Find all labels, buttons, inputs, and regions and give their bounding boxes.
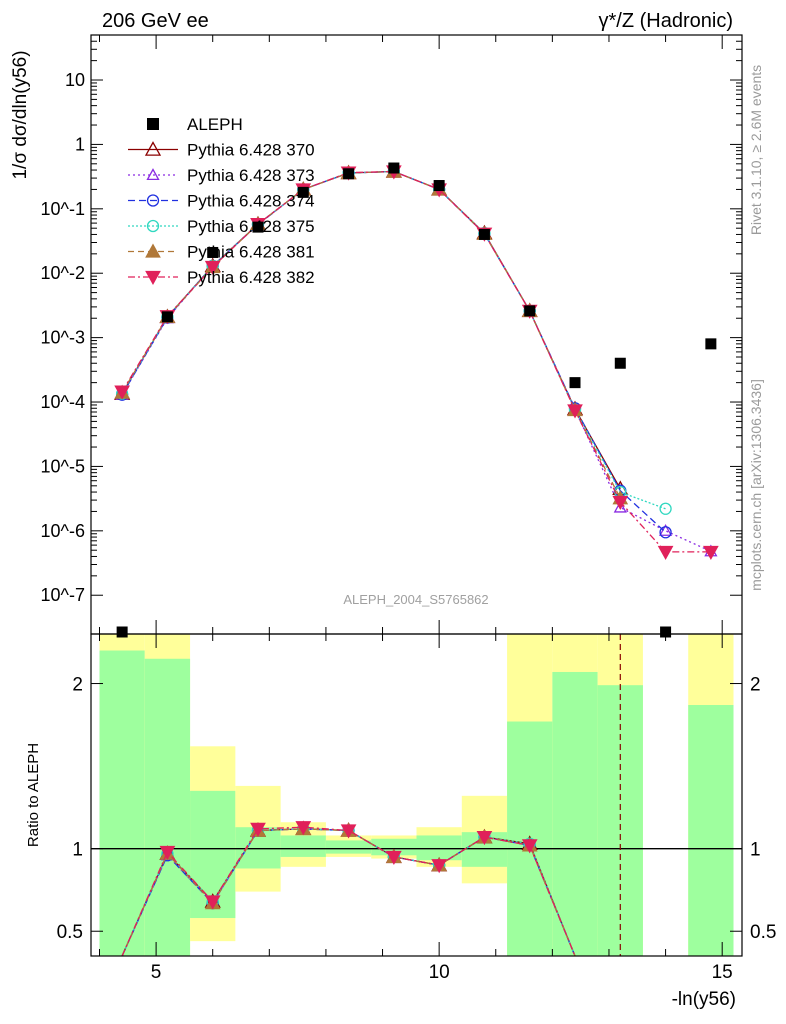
data-point-2 (207, 246, 219, 258)
data-point-0 (116, 626, 128, 638)
ratio-series-5-point-3 (250, 822, 266, 837)
ratio-band-inner-6 (371, 838, 417, 856)
ratio-ytick-label-0: 0.5 (57, 922, 83, 943)
main-ytick-label-3: 10^-4 (41, 392, 85, 412)
legend-marker-6 (145, 270, 161, 286)
legend-marker-4 (146, 219, 160, 233)
data-point-4 (297, 186, 309, 198)
legend-label-5: Pythia 6.428 381 (187, 243, 315, 262)
main-ytick-label-8: 10 (65, 70, 85, 90)
ratio-series-5-point-4 (295, 821, 312, 836)
data-point-11 (614, 357, 626, 369)
main-series-5-point-11 (612, 495, 629, 511)
xtick-label-0: 5 (151, 962, 162, 983)
main-series-3-point-12 (659, 502, 672, 515)
data-point-13 (705, 338, 717, 350)
main-series-line-5 (121, 170, 711, 553)
data-point-6 (388, 162, 400, 174)
ratio-band-inner-0 (99, 650, 145, 956)
ratio-series-5-point-9 (521, 839, 538, 854)
rivet-label: Rivet 3.1.10, ≥ 2.6M events (748, 65, 764, 235)
ratio-band-inner-5 (325, 840, 372, 854)
legend-marker-3 (146, 194, 160, 207)
data-point-7 (433, 180, 445, 192)
main-series-5-point-0 (114, 385, 130, 400)
mcplots-label: mcplots.cern.ch [arXiv:1306.3436] (748, 379, 764, 591)
data-point-3 (252, 221, 264, 233)
legend-marker-1 (144, 141, 162, 156)
ratio-y-axis-label: Ratio to ALEPH (25, 743, 42, 847)
main-series-2-point-12 (659, 526, 672, 539)
main-ytick-label-4: 10^-3 (41, 328, 85, 348)
main-y-axis-label: 1/σ dσ/dln(y56) (10, 50, 31, 179)
data-point-1 (161, 311, 173, 323)
legend-marker-5 (145, 243, 161, 258)
ratio-series-5-point-7 (431, 859, 447, 874)
ratio-ytick-label-right-0: 0.5 (750, 922, 776, 943)
legend-label-6: Pythia 6.428 382 (187, 268, 315, 287)
ratio-band-inner-12 (688, 705, 734, 956)
xtick-label-1: 10 (429, 962, 450, 983)
ratio-ytick-label-right-1: 1 (750, 840, 761, 861)
main-series-5-point-10 (567, 404, 583, 419)
data-point-10 (569, 377, 581, 389)
main-series-5-point-12 (657, 545, 674, 560)
xtick-label-2: 15 (712, 962, 733, 983)
legend-marker-2 (146, 168, 160, 181)
ratio-band-inner-11 (597, 685, 643, 956)
main-series-5-point-2 (204, 260, 221, 276)
data-point-5 (343, 168, 355, 180)
x-axis-label: -ln(y56) (672, 989, 736, 1010)
ratio-ytick-label-right-2: 2 (750, 675, 761, 696)
legend-label-4: Pythia 6.428 375 (187, 217, 315, 236)
legend-label-0: ALEPH (187, 115, 243, 134)
ratio-series-5-point-5 (340, 824, 357, 839)
legend-label-1: Pythia 6.428 370 (187, 141, 315, 160)
legend-marker-aleph (147, 118, 159, 130)
data-point-9 (524, 305, 536, 317)
legend-label-2: Pythia 6.428 373 (187, 166, 315, 185)
ratio-band-inner-1 (144, 658, 191, 956)
header-left: 206 GeV ee (102, 10, 209, 32)
ratio-series-5-point-8 (476, 831, 493, 846)
ratio-series-5-point-6 (386, 850, 402, 865)
header-right: γ*/Z (Hadronic) (599, 10, 733, 32)
ratio-band-inner-10 (552, 671, 598, 956)
legend-label-3: Pythia 6.428 374 (187, 192, 315, 211)
main-series-1-point-11 (613, 500, 627, 513)
data-point-8 (478, 228, 490, 240)
main-ytick-label-6: 10^-1 (41, 199, 85, 219)
ratio-ytick-label-2: 2 (72, 675, 83, 696)
main-ytick-label-0: 10^-7 (41, 585, 85, 605)
main-ytick-label-2: 10^-5 (41, 456, 85, 476)
main-ytick-label-5: 10^-2 (41, 263, 85, 283)
ratio-series-5-point-1 (159, 845, 176, 860)
ratio-band-inner-4 (280, 835, 326, 857)
ratio-band-inner-7 (416, 835, 462, 861)
ratio-plot-frame (90, 633, 743, 957)
watermark: ALEPH_2004_S5765862 (343, 592, 488, 607)
ratio-series-5-point-2 (204, 895, 221, 910)
main-series-line-1 (121, 170, 712, 552)
ratio-ytick-label-1: 1 (72, 840, 83, 861)
main-series-5-point-13 (703, 545, 719, 560)
main-ytick-label-1: 10^-6 (41, 521, 85, 541)
main-ytick-label-7: 1 (75, 134, 85, 154)
